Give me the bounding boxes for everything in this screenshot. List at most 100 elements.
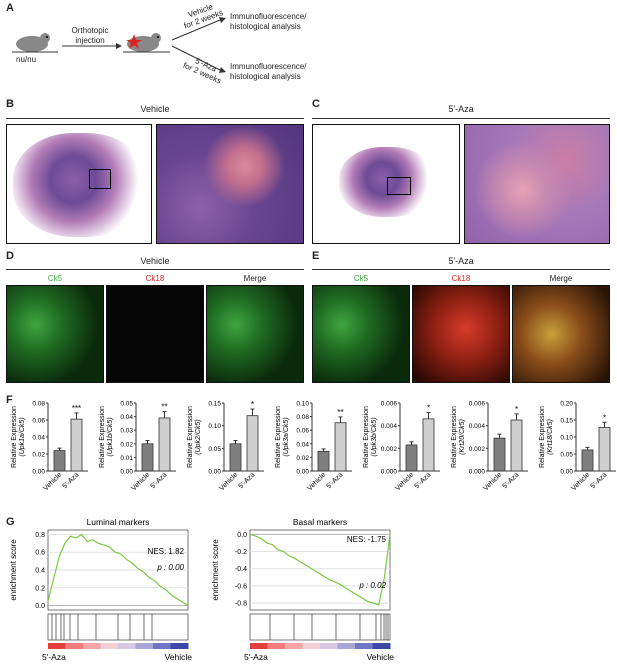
- y-tick-label: 0.08: [296, 414, 309, 421]
- y-tick-label: 0.6: [35, 550, 45, 557]
- x-tick-label: 5'-Aza: [590, 471, 609, 490]
- gsea-title: Basal markers: [293, 517, 347, 527]
- y-tick-label: 0.004: [381, 423, 398, 430]
- panel-label-c: C: [312, 98, 320, 110]
- rank-gradient: [135, 643, 154, 649]
- significance: **: [337, 408, 343, 417]
- rank-gradient: [100, 643, 119, 649]
- y-axis-label: enrichment score: [9, 539, 18, 601]
- if-aza-merge-label: Merge: [549, 274, 573, 283]
- y-tick-label: 0.006: [381, 401, 398, 408]
- y-axis-label: Relative Expression: [539, 406, 546, 468]
- he-aza-overview: [312, 124, 460, 244]
- rank-gradient: [302, 643, 321, 649]
- bar-1: [158, 417, 171, 472]
- bar-chart-6: Relative Expression (Krt18/Ck5) 0.00 0.05 0.…: [539, 401, 616, 492]
- y-tick-label: 0.006: [469, 401, 486, 408]
- if-vehicle-merge-label: Merge: [243, 274, 267, 283]
- bar-0: [317, 450, 330, 472]
- bar-1: [510, 419, 523, 472]
- y-tick-label: 0.8: [35, 532, 45, 539]
- histology-vehicle-title: Vehicle: [140, 104, 170, 114]
- y-axis-label: Relative Expression: [363, 406, 370, 468]
- x-left-label: 5'-Aza: [244, 652, 268, 662]
- gsea-title: Luminal markers: [87, 517, 150, 527]
- he-vehicle-overview: [6, 124, 152, 244]
- y-tick-label: -0.2: [235, 549, 247, 556]
- rank-gradient: [118, 643, 136, 649]
- y-tick-label: 0.00: [208, 469, 221, 476]
- rank-gradient: [153, 643, 171, 649]
- y-tick-label: 0.004: [469, 423, 486, 430]
- rank-gradient: [320, 643, 338, 649]
- rank-gradient: [355, 643, 373, 649]
- y-tick-label: 0.01: [120, 455, 133, 462]
- y-tick-label: 0.05: [560, 452, 573, 459]
- enrichment-curve: [47, 533, 189, 607]
- x-tick-label: Vehicle: [394, 471, 415, 492]
- x-tick-label: Vehicle: [306, 471, 327, 492]
- y-tick-label: 0.002: [469, 446, 486, 453]
- outcome-bottom: Immunofluorescence/ histological analysi…: [230, 62, 307, 81]
- bar-0: [141, 443, 154, 472]
- x-tick-label: 5'-Aza: [326, 471, 345, 490]
- y-tick-label: 0.000: [469, 469, 486, 476]
- y-tick-label: 0.0: [237, 532, 247, 539]
- bar-1: [334, 422, 347, 472]
- if-vehicle-merge: [206, 285, 304, 383]
- y-tick-label: 0.02: [296, 455, 309, 462]
- y-tick-label: 0.03: [120, 428, 133, 435]
- bar-0: [581, 449, 594, 472]
- if-aza-ck5: [312, 285, 410, 383]
- significance: *: [515, 405, 518, 414]
- nes-label: NES: 1.82: [148, 547, 185, 556]
- y-tick-label: 0.06: [296, 428, 309, 435]
- y-axis-label-gene: (Upk1a/Ck5): [19, 417, 26, 456]
- x-tick-label: Vehicle: [218, 471, 239, 492]
- bar-chart-2: Relative Expression (Upk2/Ck5) 0.00 0.05 0.1…: [187, 400, 264, 492]
- x-tick-label: 5'-Aza: [238, 471, 257, 490]
- gsea-plots: Luminal markers enrichment score 0.0 0.2 0.4…: [9, 517, 394, 662]
- gsea-plot-1: Basal markers enrichment score 0.0 -0.2 -0.4…: [211, 517, 394, 662]
- significance: ***: [72, 404, 81, 413]
- y-tick-label: 0.10: [560, 435, 573, 442]
- bar-1: [70, 418, 83, 472]
- y-axis-label-gene: (Upk3a/Ck5): [283, 417, 290, 456]
- bar-1: [422, 418, 435, 472]
- rank-gradient: [337, 643, 356, 649]
- x-right-label: Vehicle: [165, 652, 193, 662]
- rank-gradient: [267, 643, 286, 649]
- outcome-top: Immunofluorescence/ histological analysi…: [230, 12, 307, 31]
- y-axis-label: Relative Expression: [187, 406, 194, 468]
- nes-label: NES: -1.75: [347, 535, 387, 544]
- rank-gradient: [250, 643, 268, 649]
- y-tick-label: 0.0: [35, 603, 45, 610]
- y-axis-label-gene: (Krt20/Ck5): [459, 419, 466, 455]
- significance: *: [427, 404, 430, 413]
- rank-gradient: [48, 643, 66, 649]
- y-tick-label: -0.4: [235, 566, 247, 573]
- qpcr-bar-charts: Relative Expression (Upk1a/Ck5) 0.00 0.02 0.…: [11, 400, 616, 492]
- bar-chart-5: Relative Expression (Krt20/Ck5) 0.000 0.002…: [451, 401, 528, 492]
- if-vehicle-ck5-label: Ck5: [47, 274, 63, 283]
- y-tick-label: 0.10: [208, 423, 221, 430]
- if-aza-merge: [512, 285, 610, 383]
- panel-label-e: E: [312, 250, 320, 262]
- y-axis-label: Relative Expression: [99, 406, 106, 468]
- y-axis-label-gene: (Upk2/Ck5): [195, 419, 202, 454]
- significance: *: [251, 400, 254, 409]
- panel-label-f: F: [6, 394, 13, 406]
- rank-gradient: [285, 643, 303, 649]
- y-tick-label: 0.00: [120, 469, 133, 476]
- x-tick-label: Vehicle: [42, 471, 63, 492]
- significance: *: [603, 413, 606, 422]
- bar-0: [53, 450, 66, 472]
- x-tick-label: Vehicle: [482, 471, 503, 492]
- bar-0: [229, 443, 242, 472]
- x-tick-label: Vehicle: [570, 471, 591, 492]
- mouse-tumor-icon: [126, 33, 161, 52]
- x-right-label: Vehicle: [367, 652, 395, 662]
- y-tick-label: 0.00: [32, 469, 45, 476]
- bar-0: [405, 444, 418, 472]
- y-tick-label: -0.6: [235, 583, 247, 590]
